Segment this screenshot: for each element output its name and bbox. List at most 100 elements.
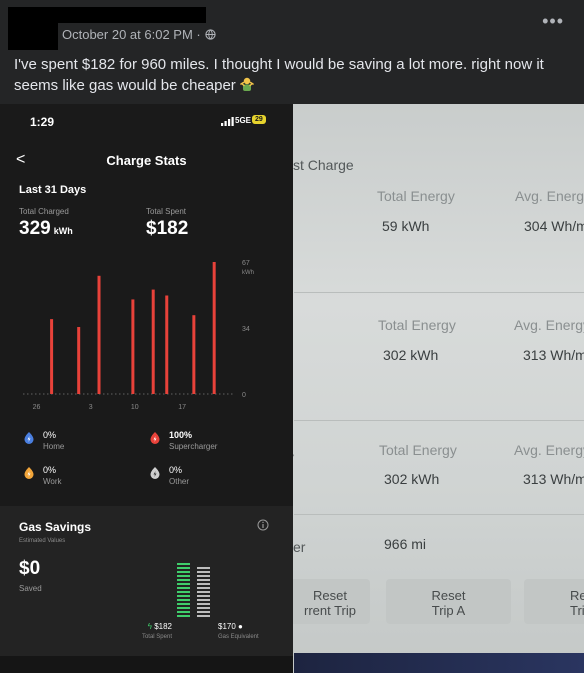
phone-screenshot: 1:29 5GE 29 < Charge Stats Last 31 Days … <box>0 104 293 673</box>
y-axis-unit-label: kWh <box>242 270 254 276</box>
button-line: Trip A <box>431 603 466 618</box>
chart-bar <box>212 262 216 394</box>
spent-bar-segment <box>177 579 190 581</box>
person-shrugging-emoji-icon <box>239 77 254 91</box>
gas-equiv-bar-segment <box>197 611 210 613</box>
spent-bar-segment <box>177 607 190 609</box>
car-avg-value-2: 313 Wh/m <box>523 347 584 363</box>
post-timestamp[interactable]: October 20 at 6:02 PM · <box>62 27 216 42</box>
timestamp-text[interactable]: October 20 at 6:02 PM · <box>62 27 201 42</box>
y-tick-label: 34 <box>242 326 250 333</box>
gas-equiv-bar-segment <box>197 615 210 617</box>
y-tick-label: 0 <box>242 392 246 399</box>
back-chevron-icon[interactable]: < <box>16 151 26 168</box>
legend-supercharger: 100% Supercharger <box>148 429 217 452</box>
car-avg-value-1: 304 Wh/m <box>524 218 584 234</box>
gas-equiv-bar-segment <box>197 607 210 609</box>
gas-equiv-bar-segment <box>197 587 210 589</box>
car-avg-value-3: 313 Wh/m <box>523 471 584 487</box>
legend-other: 0% Other <box>148 464 189 487</box>
spent-bar-segment <box>177 587 190 589</box>
phone-bottom-bar <box>0 656 293 673</box>
spent-bar-segment <box>177 595 190 597</box>
spent-bar-segment <box>177 567 190 569</box>
gas-equivalent: $170 ● Gas Equivalent <box>218 622 278 640</box>
x-tick-label: 10 <box>131 404 139 411</box>
car-reset-trip-b-button[interactable]: Re Tri <box>524 579 584 624</box>
info-icon[interactable] <box>257 519 269 531</box>
home-charging-icon <box>24 432 34 444</box>
more-options-icon[interactable]: ••• <box>542 11 564 31</box>
total-charged-number: 329 <box>19 218 51 239</box>
gas-spent-value-line: ϟ $182 <box>120 622 172 631</box>
battery-badge: 29 <box>252 115 266 124</box>
legend-work: 0% Work <box>22 464 62 487</box>
spent-bar-segment <box>177 591 190 593</box>
gas-equiv-bar-segment <box>197 575 210 577</box>
button-line: Re <box>570 588 584 603</box>
car-energy-value-1: 59 kWh <box>382 218 430 234</box>
car-total-energy-label-3: Total Energy <box>379 442 457 458</box>
bolt-icon: ϟ <box>147 622 152 631</box>
redacted-avatar <box>8 22 58 50</box>
globe-icon <box>205 29 216 40</box>
gas-equiv-bar-segment <box>197 567 210 569</box>
gas-comparison-bars <box>177 563 210 617</box>
legend-work-name: Work <box>43 477 62 486</box>
spent-bar-segment <box>177 571 190 573</box>
button-line: Reset <box>431 588 466 603</box>
total-spent-value: $182 <box>146 218 189 239</box>
chart-bar <box>165 295 169 394</box>
gas-equiv-bar-segment <box>197 583 210 585</box>
car-reset-current-trip-button[interactable]: Reset rrent Trip <box>290 579 370 624</box>
redacted-author-name <box>8 7 206 23</box>
gas-savings-panel: Gas Savings Estimated Values $0 Saved ϟ … <box>0 506 293 656</box>
gas-equiv-bar-segment <box>197 571 210 573</box>
legend-supercharger-name: Supercharger <box>169 442 218 451</box>
car-total-energy-label-2: Total Energy <box>378 317 456 333</box>
gas-spent-caption: Total Spent <box>141 634 172 640</box>
x-tick-label: 26 <box>33 404 41 411</box>
supercharger-icon <box>150 432 160 444</box>
car-trip-value: 966 mi <box>384 536 427 552</box>
post-photo[interactable]: st Charge Total Energy Avg. Energy 59 kW… <box>0 104 584 673</box>
total-charged-value: 329 kWh <box>19 218 73 240</box>
car-avg-energy-label-1: Avg. Energy <box>515 188 584 204</box>
button-line: rrent Trip <box>303 603 356 618</box>
car-avg-energy-label-3: Avg. Energy <box>514 442 584 458</box>
x-tick-label: 3 <box>89 404 93 411</box>
y-tick-label: 67 <box>242 260 250 267</box>
x-tick-label: 17 <box>178 404 186 411</box>
car-taskbar <box>294 653 584 673</box>
gas-spent-value: $182 <box>154 622 172 631</box>
car-avg-energy-label-2: Avg. Energy <box>514 317 584 333</box>
car-divider <box>294 292 584 293</box>
chart-bar <box>50 319 54 394</box>
gas-equiv-bar-segment <box>197 603 210 605</box>
car-divider <box>294 420 584 421</box>
spent-bar-segment <box>177 599 190 601</box>
gas-equiv-caption: Gas Equivalent <box>218 634 259 640</box>
legend-home-name: Home <box>43 442 65 451</box>
gas-equiv-value: $170 <box>218 622 236 631</box>
car-reset-trip-a-button[interactable]: Reset Trip A <box>386 579 511 624</box>
gas-savings-title: Gas Savings <box>19 520 92 534</box>
charge-bar-chart: 67 kWh 34 0 26 3 10 17 <box>23 260 254 411</box>
legend-work-pct: 0% <box>43 465 57 475</box>
legend-supercharger-pct: 100% <box>169 430 193 440</box>
post-body: I've spent $182 for 960 miles. I thought… <box>14 54 574 96</box>
work-charging-icon <box>24 467 34 479</box>
car-heading: st Charge <box>293 157 354 173</box>
status-bar: 1:29 5GE 29 <box>0 104 293 140</box>
spent-bar-segment <box>177 603 190 605</box>
legend-other-name: Other <box>169 477 190 486</box>
spent-bar-segment <box>177 575 190 577</box>
legend-home: 0% Home <box>22 429 64 452</box>
chart-bar <box>151 289 155 394</box>
total-charged-unit: kWh <box>53 226 73 236</box>
other-charging-icon <box>150 467 160 479</box>
total-spent-label: Total Spent <box>146 207 187 216</box>
signal-icon <box>221 117 234 126</box>
gas-equiv-bar-segment <box>197 595 210 597</box>
gas-saved-label: Saved <box>19 584 42 593</box>
